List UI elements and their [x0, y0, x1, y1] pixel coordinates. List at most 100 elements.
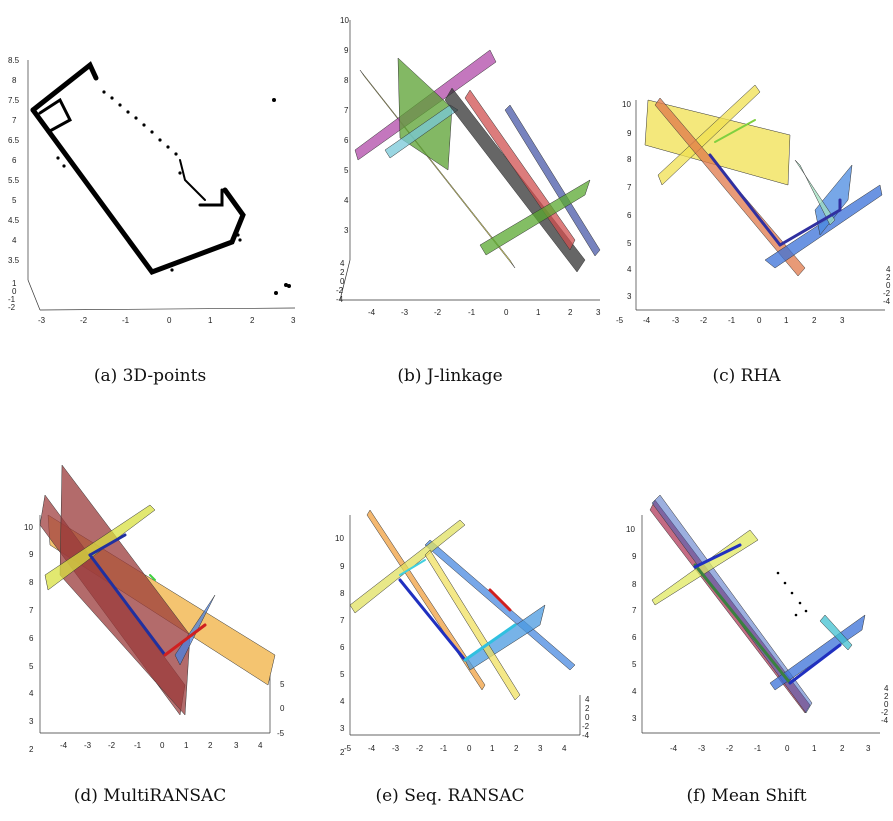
data-trace — [398, 559, 517, 662]
tick-label: 0 — [886, 281, 891, 290]
tick-label: 3 — [291, 316, 296, 325]
tick-label: 7 — [29, 606, 34, 615]
tick-label: 0 — [585, 713, 590, 722]
tick-label: -5 — [344, 744, 352, 753]
tick-label: -2 — [881, 708, 889, 717]
fitted-planes — [644, 84, 883, 277]
tick-label: 7 — [12, 116, 17, 125]
panel-rha: 10 9 8 7 6 5 4 3 4 2 0 -2 -4 -5 -4 -3 -2… — [600, 10, 893, 330]
tick-label: 4.5 — [8, 216, 20, 225]
tick-label: 2 — [585, 704, 590, 713]
tick-label: 0 — [757, 316, 762, 325]
tick-label: 4 — [344, 196, 349, 205]
tick-label: 9 — [340, 562, 345, 571]
z-ticks: 1 0 -1 -2 — [8, 279, 17, 312]
tick-label: 0 — [785, 744, 790, 753]
tick-label: 2 — [208, 741, 213, 750]
tick-label: 8 — [344, 76, 349, 85]
panel-multiransac: 10 9 8 7 6 5 4 3 2 5 0 -5 -4 -3 -2 -1 0 … — [0, 455, 300, 755]
tick-label: 5 — [632, 660, 637, 669]
tick-label: -2 — [434, 308, 442, 317]
tick-label: -4 — [368, 308, 376, 317]
y-ticks: 10 9 8 7 6 5 4 3 — [340, 16, 349, 235]
tick-label: 3 — [840, 316, 845, 325]
tick-label: -2 — [883, 289, 891, 298]
z-ticks: 4 2 0 -2 -4 — [881, 684, 889, 725]
tick-label: 3 — [866, 744, 871, 753]
tick-label: 5 — [280, 680, 285, 689]
tick-label: -4 — [883, 297, 891, 306]
x-ticks: -3 -2 -1 0 1 2 3 — [38, 316, 296, 325]
tick-label: 6 — [12, 156, 17, 165]
tick-label: 2 — [340, 748, 345, 757]
fitted-planes — [39, 464, 276, 716]
x-ticks: -5 -4 -3 -2 -1 0 1 2 3 — [616, 316, 845, 325]
tick-label: 8 — [627, 155, 632, 164]
tick-label: 5 — [12, 196, 17, 205]
tick-label: 8 — [632, 580, 637, 589]
caption-e: (e) Seq. RANSAC — [375, 786, 525, 806]
tick-label: -1 — [440, 744, 448, 753]
tick-label: 3.5 — [8, 256, 20, 265]
tick-label: 1 — [12, 279, 17, 288]
tick-label: 9 — [632, 552, 637, 561]
tick-label: -2 — [726, 744, 734, 753]
panel-mean-shift: 10 9 8 7 6 5 4 3 4 2 0 -2 -4 -4 -3 -2 -1… — [600, 455, 893, 755]
tick-label: -1 — [468, 308, 476, 317]
tick-label: -4 — [60, 741, 68, 750]
x-ticks: -5 -4 -3 -2 -1 0 1 2 3 4 — [344, 744, 567, 753]
tick-label: 1 — [184, 741, 189, 750]
data-trace — [708, 119, 842, 247]
scatter-points — [776, 571, 808, 617]
tick-label: 2 — [568, 308, 573, 317]
tick-label: 8.5 — [8, 56, 20, 65]
tick-label: -2 — [700, 316, 708, 325]
x-ticks: -4 -3 -2 -1 0 1 2 3 — [670, 744, 871, 753]
tick-label: 4 — [585, 695, 590, 704]
tick-label: 8 — [29, 578, 34, 587]
tick-label: 3 — [340, 724, 345, 733]
z-ticks: 5 0 -5 — [277, 680, 285, 738]
fitted-planes — [354, 49, 601, 273]
tick-label: 4 — [884, 684, 889, 693]
tick-label: 1 — [536, 308, 541, 317]
tick-label: 2 — [840, 744, 845, 753]
tick-label: 2 — [340, 268, 345, 277]
tick-label: 0 — [504, 308, 509, 317]
tick-label: 0 — [280, 704, 285, 713]
panel-j-linkage: 10 9 8 7 6 5 4 3 4 2 0 -2 -4 -4 -3 -2 -1… — [300, 10, 601, 330]
tick-label: -1 — [728, 316, 736, 325]
y-ticks: 10 9 8 7 6 5 4 3 2 — [335, 534, 345, 757]
tick-label: 4 — [12, 236, 17, 245]
tick-label: 9 — [29, 550, 34, 559]
tick-label: -4 — [881, 716, 889, 725]
tick-label: 4 — [627, 265, 632, 274]
tick-label: 1 — [490, 744, 495, 753]
tick-label: 4 — [632, 687, 637, 696]
tick-label: 9 — [627, 129, 632, 138]
panel-seq-ransac: 10 9 8 7 6 5 4 3 2 4 2 0 -2 -4 -5 -4 -3 … — [300, 455, 600, 757]
caption-b: (b) J-linkage — [397, 366, 503, 386]
z-ticks: 4 2 0 -2 -4 — [582, 695, 590, 740]
tick-label: 5 — [340, 670, 345, 679]
data-trace — [693, 543, 842, 685]
caption-f: (f) Mean Shift — [686, 786, 807, 806]
plot-multiransac: 10 9 8 7 6 5 4 3 2 5 0 -5 -4 -3 -2 -1 0 … — [24, 464, 285, 754]
tick-label: 4 — [562, 744, 567, 753]
plot-j-linkage: 10 9 8 7 6 5 4 3 4 2 0 -2 -4 -4 -3 -2 -1… — [336, 16, 601, 317]
tick-label: 2 — [886, 273, 891, 282]
y-ticks: 8.5 8 7.5 7 6.5 6 5.5 5 4.5 4 3.5 — [8, 56, 20, 265]
data-trace — [88, 533, 207, 657]
tick-label: -1 — [122, 316, 130, 325]
z-ticks: 4 2 0 -2 -4 — [883, 265, 891, 306]
tick-label: 6 — [344, 136, 349, 145]
tick-label: 1 — [812, 744, 817, 753]
tick-label: -5 — [277, 729, 285, 738]
tick-label: 7 — [627, 183, 632, 192]
tick-label: 3 — [234, 741, 239, 750]
tick-label: -4 — [368, 744, 376, 753]
tick-label: 2 — [250, 316, 255, 325]
tick-label: 4 — [29, 689, 34, 698]
tick-label: 4 — [886, 265, 891, 274]
tick-label: 7 — [340, 616, 345, 625]
